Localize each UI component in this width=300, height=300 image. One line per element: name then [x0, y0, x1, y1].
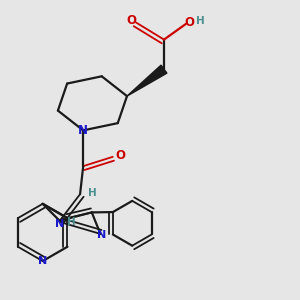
Text: N: N [55, 219, 64, 229]
Polygon shape [127, 65, 167, 96]
Text: H: H [196, 16, 205, 26]
Text: H: H [88, 188, 97, 198]
Text: N: N [97, 230, 106, 240]
Text: N: N [78, 124, 88, 137]
Text: O: O [116, 149, 125, 162]
Text: H: H [67, 217, 76, 227]
Text: N: N [38, 256, 47, 266]
Text: O: O [184, 16, 194, 29]
Text: O: O [126, 14, 136, 27]
